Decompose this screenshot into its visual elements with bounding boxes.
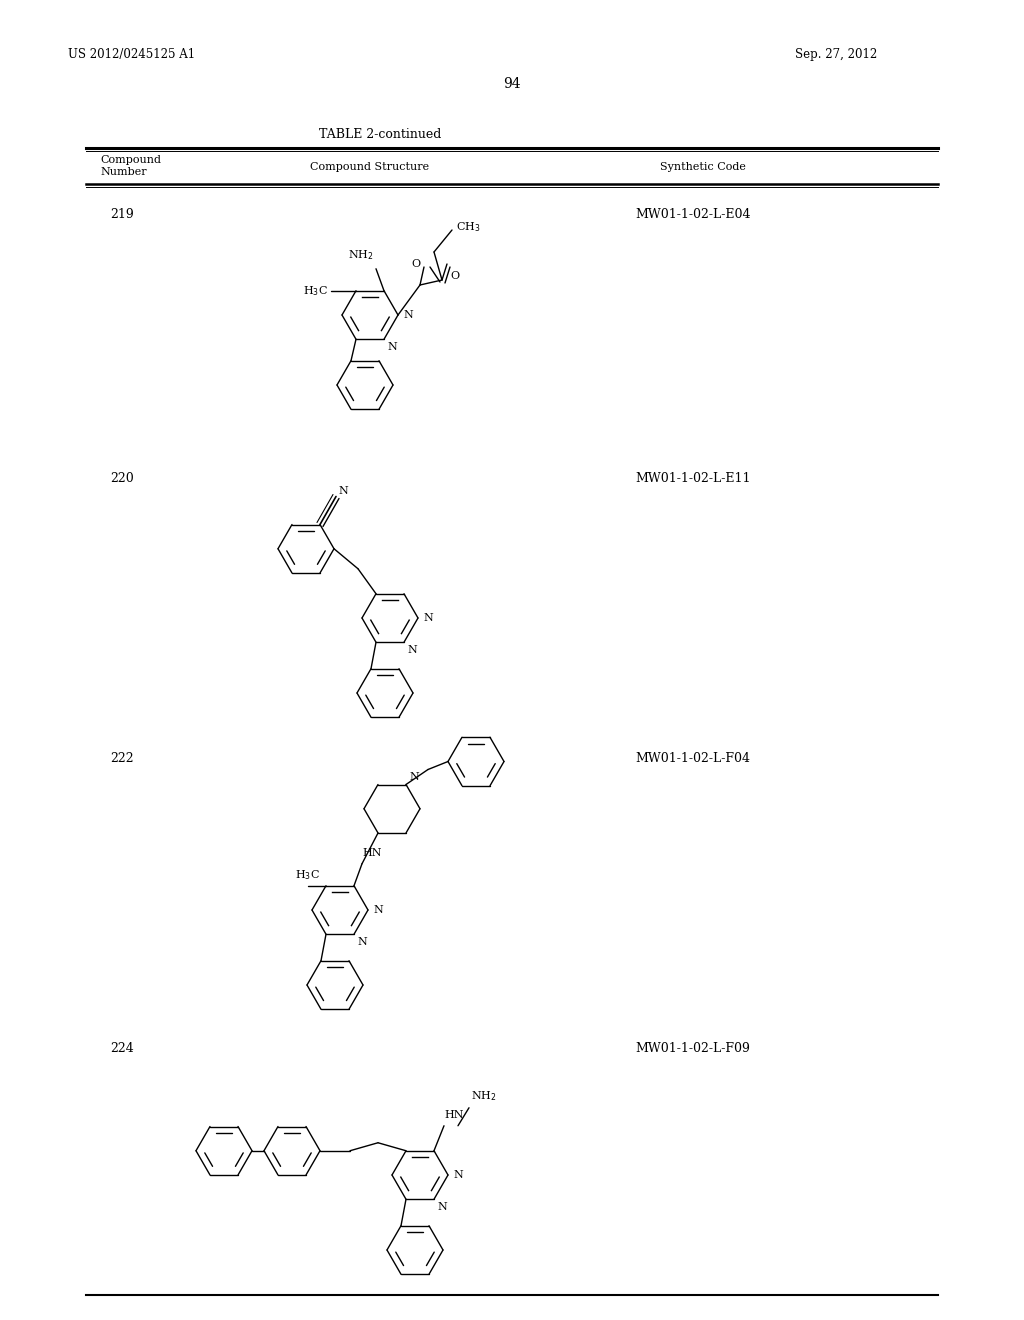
Text: N: N xyxy=(407,645,417,655)
Text: N: N xyxy=(453,1170,463,1180)
Text: Compound: Compound xyxy=(100,154,161,165)
Text: MW01-1-02-L-F04: MW01-1-02-L-F04 xyxy=(635,752,750,766)
Text: 94: 94 xyxy=(503,77,521,91)
Text: HN: HN xyxy=(362,847,382,858)
Text: NH$_2$: NH$_2$ xyxy=(348,248,374,261)
Text: Sep. 27, 2012: Sep. 27, 2012 xyxy=(795,48,878,61)
Text: N: N xyxy=(373,906,383,915)
Text: N: N xyxy=(387,342,396,352)
Text: 219: 219 xyxy=(110,209,134,220)
Text: CH$_3$: CH$_3$ xyxy=(456,220,480,234)
Text: O: O xyxy=(450,271,459,281)
Text: 222: 222 xyxy=(110,752,133,766)
Text: MW01-1-02-L-F09: MW01-1-02-L-F09 xyxy=(635,1041,750,1055)
Text: N: N xyxy=(437,1203,446,1212)
Text: Number: Number xyxy=(100,168,146,177)
Text: 220: 220 xyxy=(110,473,134,484)
Text: N: N xyxy=(409,771,419,781)
Text: O: O xyxy=(411,259,420,269)
Text: Compound Structure: Compound Structure xyxy=(310,162,429,172)
Text: H$_3$C: H$_3$C xyxy=(303,284,328,297)
Text: MW01-1-02-L-E11: MW01-1-02-L-E11 xyxy=(635,473,751,484)
Text: H$_3$C: H$_3$C xyxy=(295,869,319,882)
Text: TABLE 2-continued: TABLE 2-continued xyxy=(318,128,441,141)
Text: N: N xyxy=(357,937,367,948)
Text: NH$_2$: NH$_2$ xyxy=(471,1089,497,1102)
Text: N: N xyxy=(403,310,413,319)
Text: N: N xyxy=(423,612,433,623)
Text: N: N xyxy=(338,486,348,495)
Text: MW01-1-02-L-E04: MW01-1-02-L-E04 xyxy=(635,209,751,220)
Text: US 2012/0245125 A1: US 2012/0245125 A1 xyxy=(68,48,196,61)
Text: Synthetic Code: Synthetic Code xyxy=(660,162,745,172)
Text: HN: HN xyxy=(444,1110,464,1119)
Text: 224: 224 xyxy=(110,1041,134,1055)
